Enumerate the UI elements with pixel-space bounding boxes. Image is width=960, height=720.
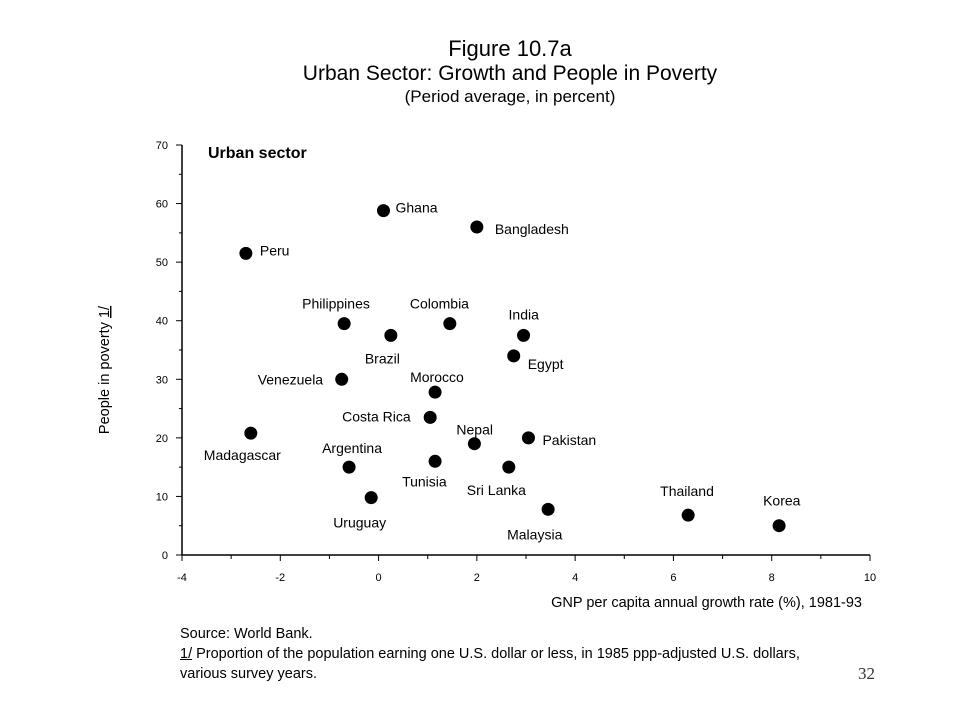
point-nepal xyxy=(467,437,481,451)
point-philippines xyxy=(337,317,351,331)
figure-subtitle: Urban Sector: Growth and People in Pover… xyxy=(302,62,718,85)
point-label-bangladesh: Bangladesh xyxy=(495,221,569,237)
figure-note: (Period average, in percent) xyxy=(404,87,616,106)
source-note: Source: World Bank. xyxy=(180,626,313,642)
point-pakistan xyxy=(521,431,535,445)
x-tick-label: -4 xyxy=(177,572,187,584)
x-tick-label: 0 xyxy=(376,572,382,584)
point-label-philippines: Philippines xyxy=(302,296,370,312)
point-label-colombia: Colombia xyxy=(410,296,469,312)
x-tick-label: -2 xyxy=(275,572,285,584)
point-label-pakistan: Pakistan xyxy=(542,432,596,448)
point-morocco xyxy=(428,385,442,399)
point-label-morocco: Morocco xyxy=(410,369,464,385)
point-label-madagascar: Madagascar xyxy=(204,447,281,463)
y-tick-label: 50 xyxy=(156,257,168,269)
point-label-ghana: Ghana xyxy=(395,200,437,216)
y-tick-label: 40 xyxy=(156,316,168,328)
point-venezuela xyxy=(335,372,349,386)
y-tick-label: 0 xyxy=(162,550,168,562)
point-label-sri-lanka: Sri Lanka xyxy=(467,482,526,498)
y-tick-label: 20 xyxy=(156,433,168,445)
point-madagascar xyxy=(244,426,258,440)
x-tick-label: 2 xyxy=(474,572,480,584)
footnote-line-2: various survey years. xyxy=(180,666,317,682)
scatter-chart: 0 10 20 30 40 50 60 70 -4 -2 0 2 4 6 8 10 Ghana Banglade… xyxy=(97,140,876,611)
point-uruguay xyxy=(364,491,378,505)
point-label-tunisia: Tunisia xyxy=(402,473,447,489)
point-brazil xyxy=(384,328,398,342)
y-tick-label: 60 xyxy=(156,199,168,211)
figure-title-block: Figure 10.7a Urban Sector: Growth and Pe… xyxy=(0,36,960,108)
point-label-malaysia: Malaysia xyxy=(507,526,562,542)
panel-label: Urban sector xyxy=(208,145,307,162)
point-label-uruguay: Uruguay xyxy=(333,515,386,531)
point-bangladesh xyxy=(470,220,484,234)
point-tunisia xyxy=(428,454,442,468)
point-korea xyxy=(772,519,786,533)
point-costa-rica xyxy=(423,410,437,424)
footnote: 1/ Proportion of the population earning … xyxy=(180,644,800,664)
chart-marks: Ghana Bangladesh Peru Philippines Brazil Colo… xyxy=(204,200,801,543)
point-label-korea: Korea xyxy=(763,493,801,509)
footnote-line-1: Proportion of the population earning one… xyxy=(192,646,800,662)
point-india xyxy=(517,328,531,342)
figure-number: Figure 10.7a xyxy=(448,36,572,61)
point-thailand xyxy=(681,508,695,522)
point-sri-lanka xyxy=(502,460,516,474)
y-tick-label: 10 xyxy=(156,491,168,503)
y-tick-label: 30 xyxy=(156,374,168,386)
point-argentina xyxy=(342,460,356,474)
x-tick-label: 8 xyxy=(769,572,775,584)
chart-notes: Source: World Bank. 1/ Proportion of the… xyxy=(180,624,800,684)
point-label-brazil: Brazil xyxy=(365,350,400,366)
page-number: 32 xyxy=(858,664,875,683)
y-tick-label: 70 xyxy=(156,140,168,152)
point-label-costa-rica: Costa Rica xyxy=(342,408,411,424)
point-malaysia xyxy=(541,502,555,516)
x-tick-label: 10 xyxy=(864,572,876,584)
point-label-peru: Peru xyxy=(260,242,290,258)
y-axis-label: People in poverty 1/ xyxy=(97,305,113,434)
footnote-marker: 1/ xyxy=(180,646,193,662)
point-label-nepal: Nepal xyxy=(456,422,493,438)
x-tick-label: 4 xyxy=(572,572,578,584)
point-ghana xyxy=(376,204,390,218)
x-tick-label: 6 xyxy=(670,572,676,584)
point-label-thailand: Thailand xyxy=(660,483,714,499)
point-egypt xyxy=(507,349,521,363)
point-peru xyxy=(239,246,253,260)
point-label-egypt: Egypt xyxy=(528,356,564,372)
point-label-india: India xyxy=(509,306,540,322)
chart-axes: 0 10 20 30 40 50 60 70 -4 -2 0 2 4 6 8 10 xyxy=(156,140,876,584)
x-axis-label: GNP per capita annual growth rate (%), 1… xyxy=(551,595,862,611)
point-colombia xyxy=(443,317,457,331)
point-label-venezuela: Venezuela xyxy=(258,371,324,387)
point-label-argentina: Argentina xyxy=(322,440,382,456)
